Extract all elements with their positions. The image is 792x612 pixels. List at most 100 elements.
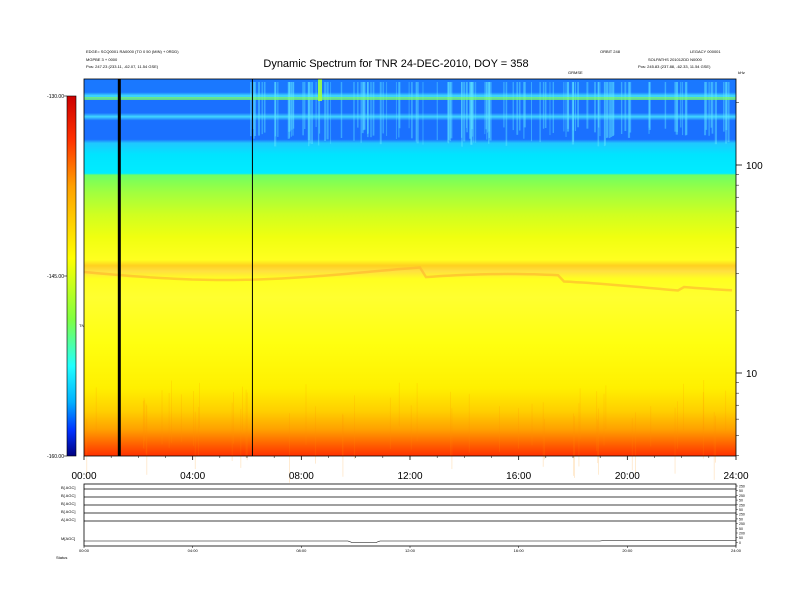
noise — [143, 397, 145, 450]
streak — [613, 82, 615, 135]
streak — [460, 82, 463, 138]
bottom-right-tick-label: 50 — [739, 527, 743, 531]
noise — [389, 397, 391, 449]
streak — [289, 82, 291, 138]
noise — [725, 390, 727, 433]
streak — [461, 82, 463, 147]
streak — [379, 82, 382, 145]
green-burst — [318, 79, 322, 101]
noise — [410, 405, 412, 450]
streak — [599, 82, 601, 137]
streak — [549, 82, 551, 136]
streak — [361, 82, 364, 134]
streak — [274, 82, 277, 147]
noise — [233, 392, 234, 444]
annotation-right-1: ORBIT 248 — [600, 49, 620, 54]
streak — [250, 82, 252, 137]
streak — [395, 82, 397, 140]
noise — [531, 403, 533, 446]
streak — [484, 82, 486, 135]
streak — [311, 82, 313, 145]
streak — [398, 82, 401, 129]
bottom-x-tick-label: 12:00 — [405, 548, 416, 553]
streak — [624, 82, 627, 132]
bottom-x-tick-label: 24:00 — [731, 548, 742, 553]
streak — [705, 82, 708, 130]
noise — [289, 413, 290, 483]
streak — [362, 82, 365, 131]
noise — [171, 380, 172, 443]
bottom-x-tick-label: 16:00 — [514, 548, 525, 553]
noise — [702, 392, 704, 459]
y-tick-label: 10 — [746, 369, 758, 380]
streak — [466, 82, 468, 128]
bottom-row-label: B[ AGC] — [61, 485, 75, 490]
streak — [572, 82, 574, 131]
streak — [340, 82, 343, 139]
streak — [302, 82, 304, 136]
noise — [544, 419, 545, 460]
streak — [263, 82, 266, 133]
streak — [386, 82, 388, 137]
streak — [488, 82, 490, 132]
corner-label: kHz — [738, 70, 745, 75]
streak — [324, 82, 326, 141]
noise — [145, 403, 147, 454]
bottom-right-tick-label: 50 — [739, 508, 743, 512]
streak — [664, 82, 667, 129]
streak — [291, 82, 293, 130]
streak — [461, 82, 463, 147]
streak — [487, 82, 489, 133]
agc-line — [84, 540, 736, 543]
streak — [436, 82, 438, 141]
streak — [552, 82, 554, 133]
streak — [516, 82, 519, 135]
x-tick-label: 00:00 — [71, 471, 96, 482]
streak — [360, 82, 362, 143]
bottom-x-tick-label: 00:00 — [79, 548, 90, 553]
streak — [571, 82, 575, 145]
streak — [523, 82, 525, 139]
streak — [367, 82, 369, 138]
noise — [605, 385, 607, 429]
streak — [469, 82, 472, 139]
streak — [725, 82, 728, 131]
streak — [708, 82, 710, 136]
bottom-right-tick-label: 250 — [739, 485, 745, 489]
streak — [304, 82, 306, 130]
streak — [605, 82, 608, 139]
noise — [245, 389, 247, 459]
streak — [505, 82, 508, 146]
streak — [471, 82, 474, 130]
gap-marks — [117, 79, 253, 456]
noise — [715, 415, 716, 463]
noise — [242, 386, 243, 432]
y-tick-label: 100 — [746, 161, 763, 172]
streak — [315, 82, 317, 128]
noise — [416, 383, 418, 442]
noise — [194, 411, 196, 470]
streak — [447, 82, 449, 143]
streak — [309, 82, 311, 144]
streak — [648, 82, 651, 130]
noise — [542, 402, 544, 467]
bottom-panel-frame — [83, 483, 737, 547]
streak — [447, 82, 450, 140]
bottom-right-tick-label: 50 — [739, 499, 743, 503]
streak — [675, 82, 678, 135]
streak — [357, 82, 359, 128]
streak — [307, 82, 310, 141]
streak — [530, 82, 532, 142]
streak — [472, 82, 474, 137]
bottom-row-label: B[ AGC] — [61, 501, 75, 506]
noise — [168, 393, 170, 449]
streak — [542, 82, 545, 129]
annotation-left-1: EDGE= SCQ0001 RA0000 (TO 0 50 (MIN) + 0R… — [86, 49, 179, 54]
noise — [144, 399, 146, 441]
noise — [246, 392, 248, 461]
bottom-x-tick-label: 08:00 — [296, 548, 307, 553]
streak — [326, 82, 329, 140]
noise — [597, 419, 599, 464]
streak — [466, 82, 468, 133]
